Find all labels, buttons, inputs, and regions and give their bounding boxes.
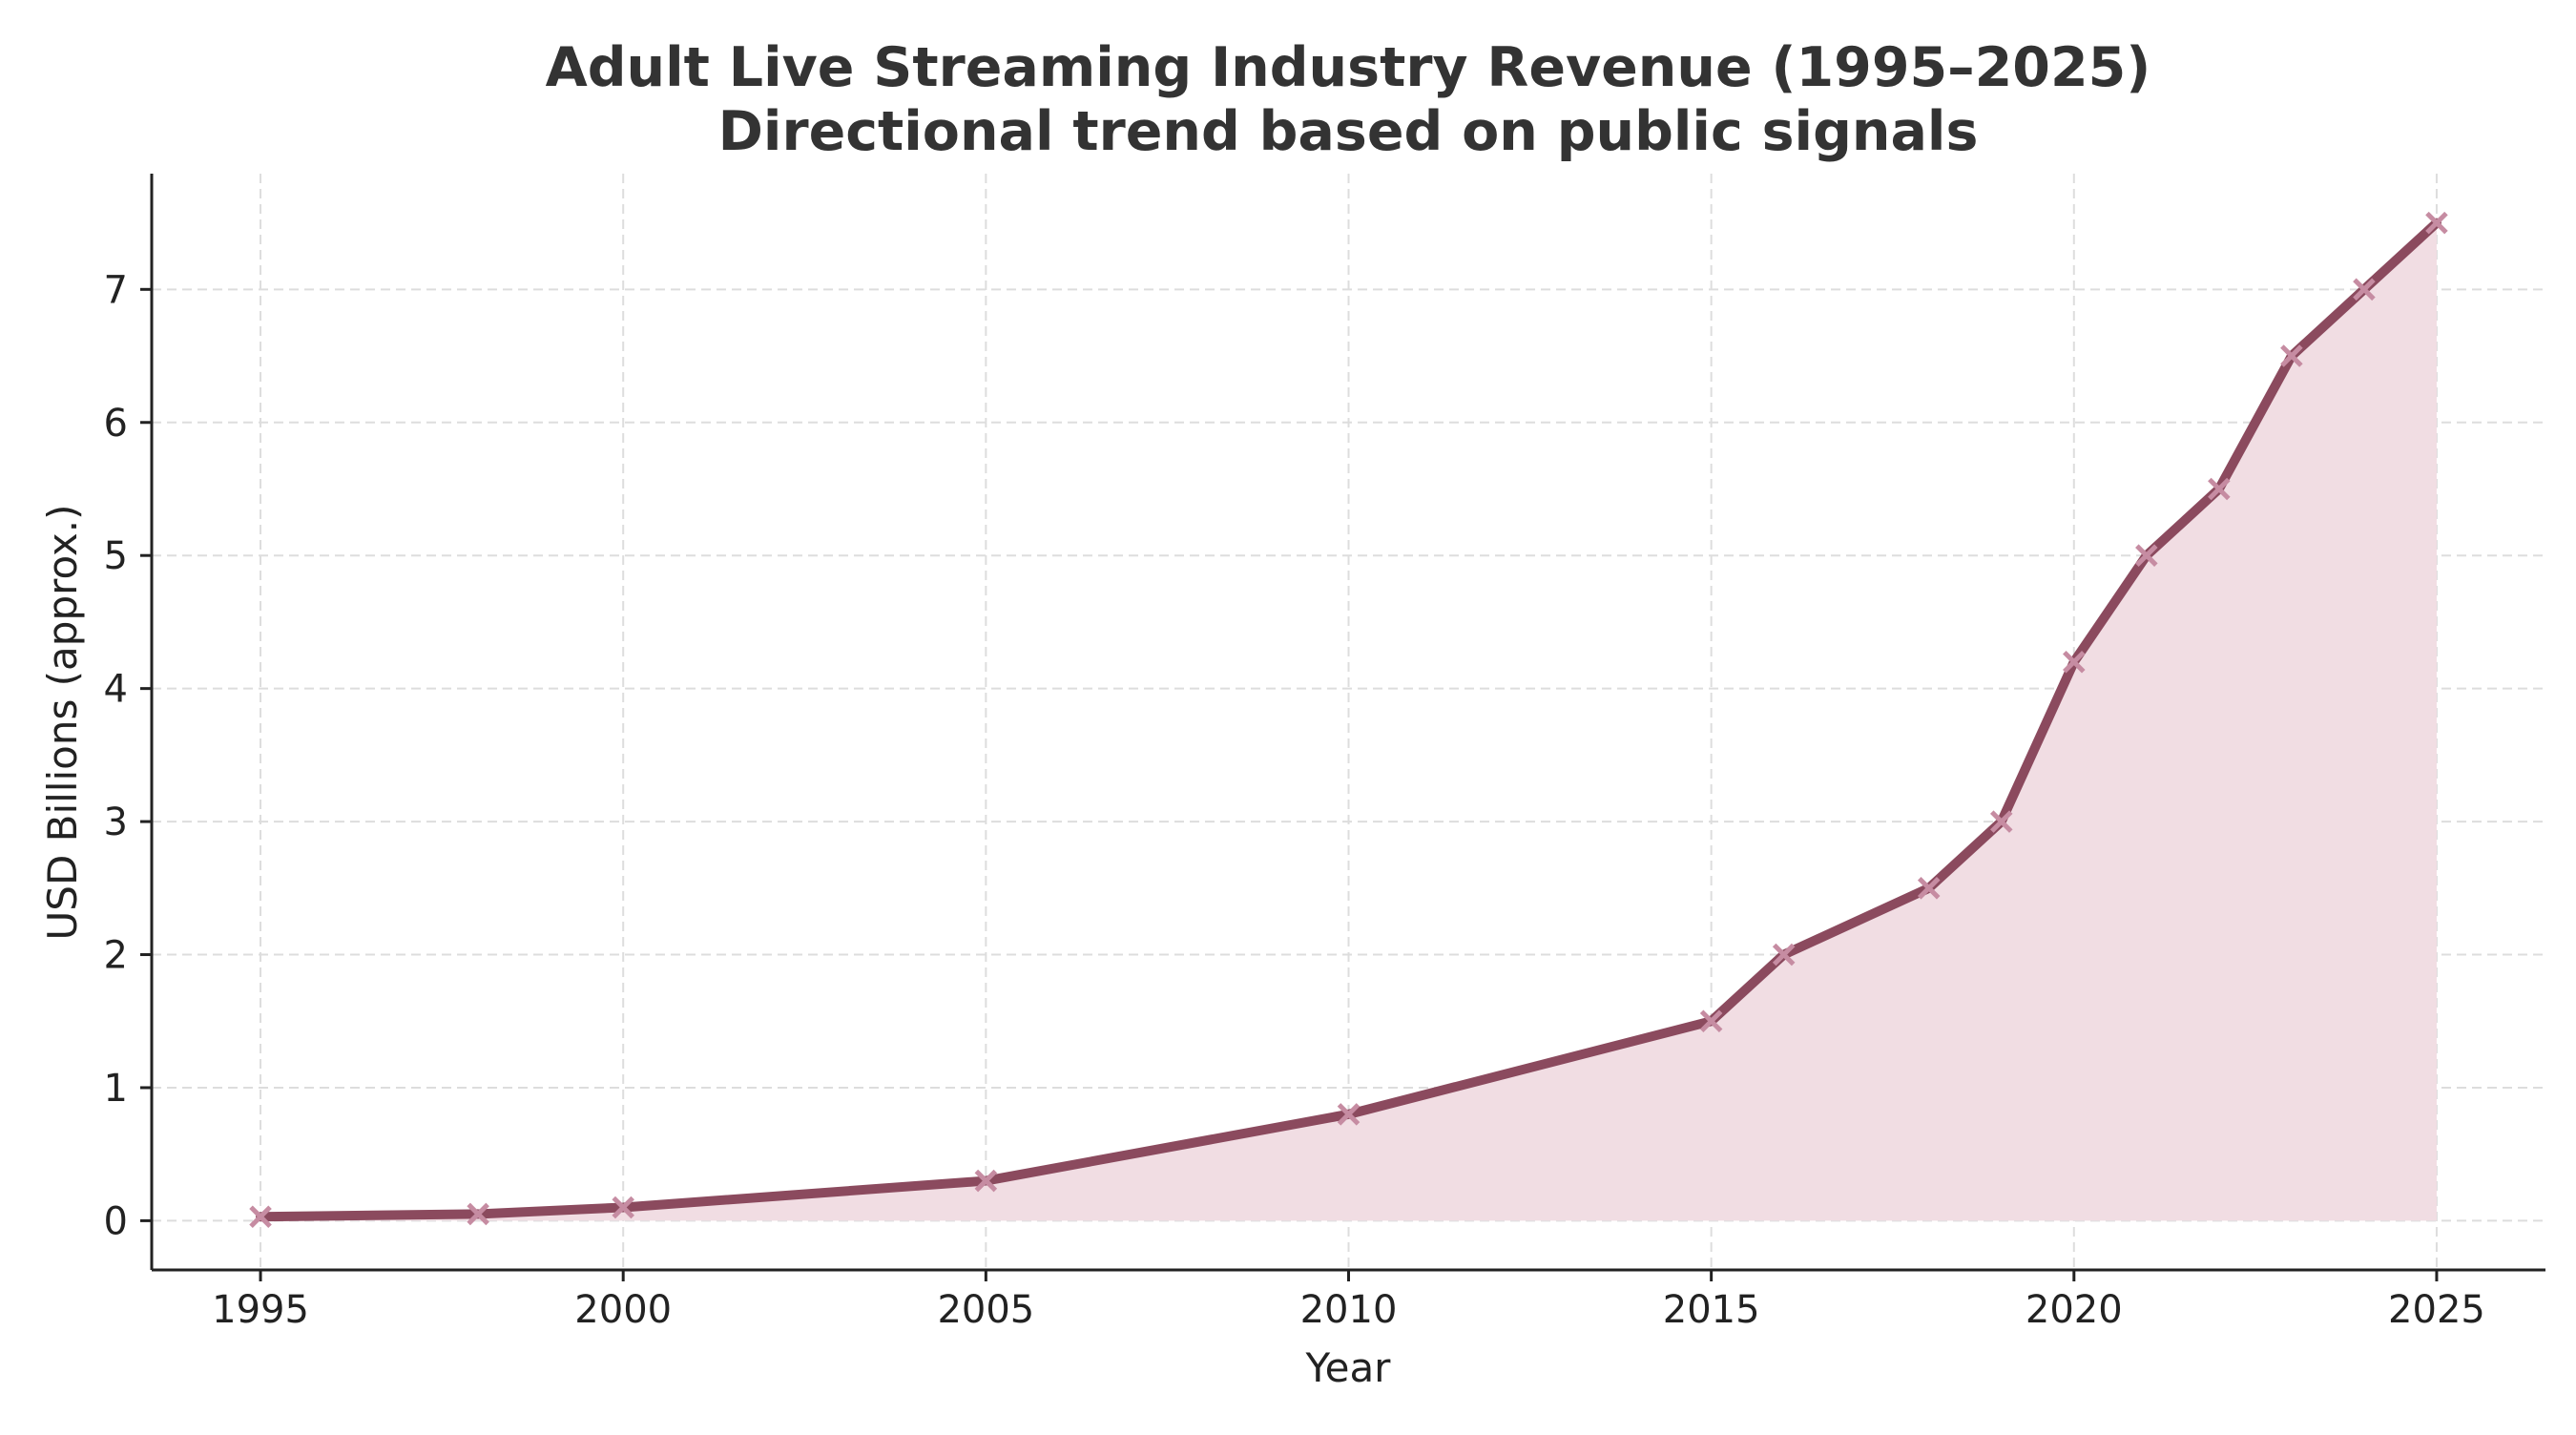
y-tick-label: 5	[104, 534, 128, 578]
marker-stroke	[2208, 477, 2231, 501]
marker-stroke	[467, 1202, 489, 1226]
x-tick-label: 2025	[2388, 1288, 2485, 1332]
x-axis-label: Year	[1305, 1344, 1392, 1391]
data-point-marker	[612, 1196, 634, 1219]
marker-stroke	[2353, 278, 2376, 302]
marker-stroke	[2063, 650, 2086, 674]
data-point-marker	[249, 1205, 272, 1228]
data-point-marker	[1772, 943, 1796, 967]
marker-stroke	[1699, 1009, 1723, 1033]
marker-stroke	[2135, 544, 2158, 567]
marker-stroke	[612, 1196, 634, 1219]
marker-stroke	[1917, 877, 1941, 900]
marker-stroke	[1990, 810, 2013, 833]
data-point-marker	[467, 1202, 489, 1226]
grid	[152, 174, 2545, 1270]
data-point-marker	[2208, 477, 2231, 501]
x-tick-label: 2000	[574, 1288, 672, 1332]
marker-stroke	[249, 1205, 272, 1228]
data-point-marker	[974, 1169, 998, 1193]
data-point-marker	[1699, 1009, 1723, 1033]
x-tick-label: 2005	[937, 1288, 1034, 1332]
y-tick-label: 1	[104, 1067, 128, 1111]
marker-stroke	[2425, 211, 2448, 235]
y-tick-label: 0	[104, 1199, 128, 1243]
data-point-marker	[2135, 544, 2158, 567]
data-point-marker	[1990, 810, 2013, 833]
y-tick-label: 2	[104, 934, 128, 978]
y-tick-label: 6	[104, 402, 128, 446]
x-tick-label: 2020	[2025, 1288, 2123, 1332]
chart-subtitle: Directional trend based on public signal…	[718, 100, 1979, 163]
x-tick-label: 2015	[1663, 1288, 1760, 1332]
marker-stroke	[1772, 943, 1796, 967]
axes: 1995 2000 2005 2010 2015 2020 2025 0 1 2 3 4 5 6 7	[104, 174, 2545, 1332]
plot-area	[249, 211, 2448, 1228]
y-tick-label: 4	[104, 668, 128, 712]
marker-stroke	[1337, 1103, 1361, 1126]
y-axis-label: USD Billions (approx.)	[39, 505, 86, 941]
x-tick-label: 1995	[212, 1288, 309, 1332]
data-point-marker	[1337, 1103, 1361, 1126]
data-point-marker	[2353, 278, 2376, 302]
marker-stroke	[974, 1169, 998, 1193]
x-tick-label: 2010	[1300, 1288, 1398, 1332]
data-point-marker	[2063, 650, 2086, 674]
area-fill	[260, 222, 2437, 1221]
y-tick-label: 7	[104, 268, 128, 312]
marker-stroke	[2280, 344, 2303, 367]
data-point-marker	[2425, 211, 2448, 235]
chart-title: Adult Live Streaming Industry Revenue (1…	[546, 36, 2151, 99]
data-point-marker	[2280, 344, 2303, 367]
y-tick-label: 3	[104, 801, 128, 844]
data-point-marker	[1917, 877, 1941, 900]
